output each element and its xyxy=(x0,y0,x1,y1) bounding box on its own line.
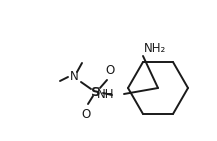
Text: N: N xyxy=(70,70,78,83)
Text: NH: NH xyxy=(97,89,114,102)
Text: O: O xyxy=(105,63,115,77)
Text: NH₂: NH₂ xyxy=(144,41,166,55)
Text: S: S xyxy=(91,85,101,99)
Text: O: O xyxy=(81,107,91,121)
